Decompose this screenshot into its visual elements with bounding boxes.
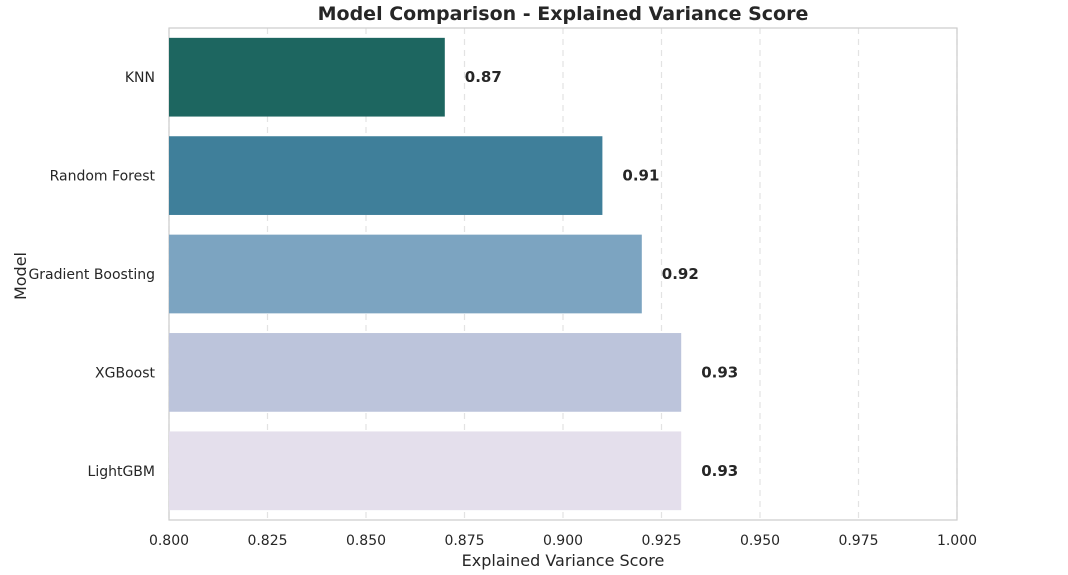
x-tick-label: 0.950 xyxy=(740,533,780,549)
value-label: 0.91 xyxy=(622,167,659,185)
bar-random-forest xyxy=(169,136,603,215)
bar-lightgbm xyxy=(169,431,682,511)
x-tick-label: 0.975 xyxy=(838,533,878,549)
x-tick-labels: 0.800 0.825 0.850 0.875 0.900 0.925 0.950 0.975… xyxy=(149,533,977,549)
value-label: 0.93 xyxy=(701,462,738,480)
y-axis-label: Model xyxy=(11,252,30,300)
x-tick-label: 0.925 xyxy=(641,533,681,549)
bars xyxy=(169,37,682,511)
y-tick-label: Gradient Boosting xyxy=(28,267,155,283)
value-labels: 0.87 0.91 0.92 0.93 0.93 xyxy=(465,68,738,480)
x-tick-label: 0.900 xyxy=(543,533,583,549)
x-tick-label: 0.800 xyxy=(149,533,189,549)
y-tick-label: Random Forest xyxy=(50,169,156,185)
chart-title: Model Comparison - Explained Variance Sc… xyxy=(318,3,809,25)
y-tick-label: LightGBM xyxy=(88,464,155,480)
value-label: 0.93 xyxy=(701,363,738,381)
x-tick-label: 0.825 xyxy=(247,533,287,549)
x-tick-label: 0.850 xyxy=(346,533,386,549)
bar-gradient-boosting xyxy=(169,234,642,314)
bar-knn xyxy=(169,37,445,117)
value-label: 0.87 xyxy=(465,68,502,86)
x-tick-label: 0.875 xyxy=(444,533,484,549)
y-tick-label: XGBoost xyxy=(95,365,155,381)
y-tick-labels: KNN Random Forest Gradient Boosting XGBoost… xyxy=(28,70,155,480)
x-axis-label: Explained Variance Score xyxy=(462,551,665,570)
y-tick-label: KNN xyxy=(125,70,155,86)
x-tick-label: 1.000 xyxy=(937,533,977,549)
value-label: 0.92 xyxy=(662,265,699,283)
bar-xgboost xyxy=(169,333,682,412)
